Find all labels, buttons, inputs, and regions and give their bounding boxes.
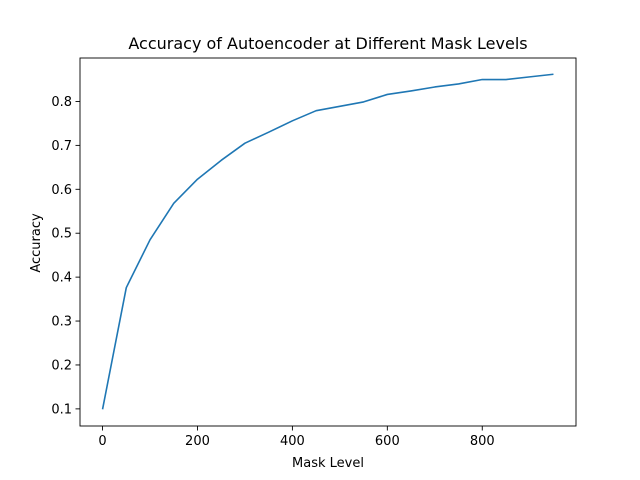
y-tick-label: 0.3	[51, 315, 72, 330]
y-tick-label: 0.4	[51, 271, 72, 286]
plot-area: 0 200 400 600 800 0.1 0.2 0.3 0.4 0.5 0.6 0.7 0.8	[51, 57, 577, 449]
y-tick-label: 0.1	[51, 402, 72, 417]
x-tick-label: 0	[98, 434, 106, 449]
y-tick-label: 0.8	[51, 95, 72, 110]
x-tick-label: 400	[280, 434, 305, 449]
y-tick-label: 0.2	[51, 358, 72, 373]
data-line-series-0	[101, 73, 554, 410]
chart-title: Accuracy of Autoencoder at Different Mas…	[128, 34, 527, 53]
y-axis-label: Accuracy	[29, 213, 44, 273]
y-tick-label: 0.7	[51, 139, 72, 154]
y-tick-label: 0.5	[51, 227, 72, 242]
plot-frame	[79, 57, 577, 427]
x-tick-label: 800	[470, 434, 495, 449]
x-tick-label: 200	[185, 434, 210, 449]
y-tick-label: 0.6	[51, 183, 72, 198]
x-tick-label: 600	[375, 434, 400, 449]
x-axis-label: Mask Level	[292, 456, 364, 471]
